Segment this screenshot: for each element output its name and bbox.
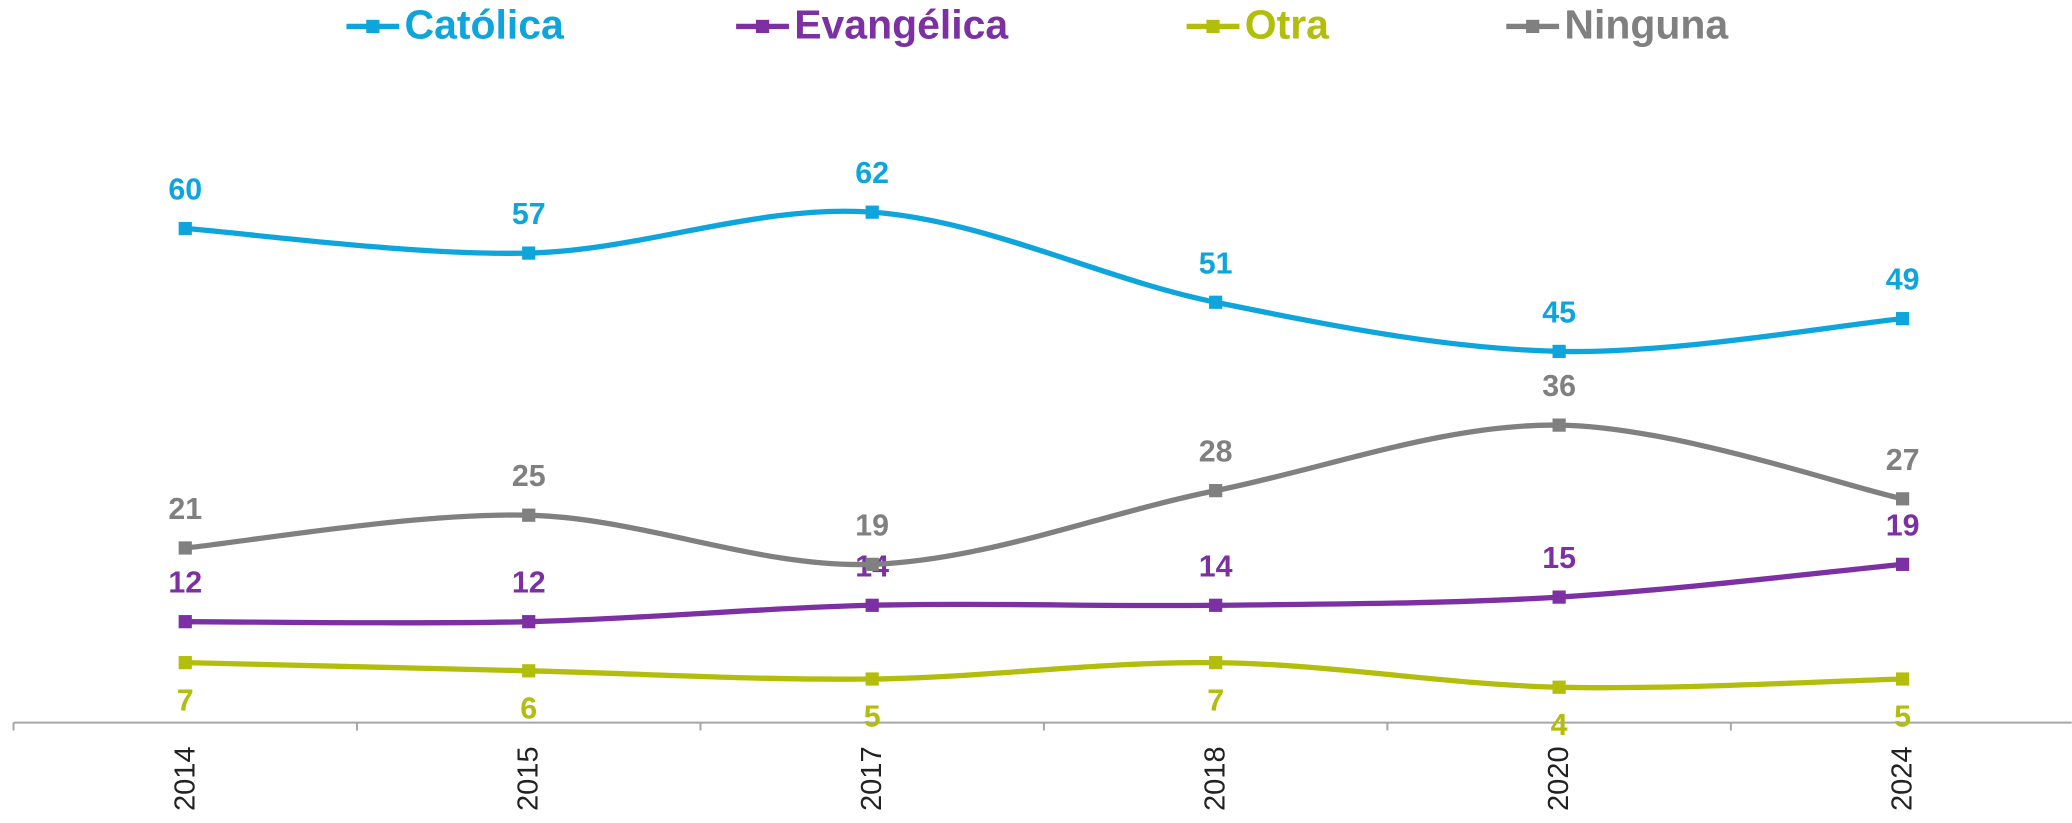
value-label: 14 — [1199, 549, 1233, 583]
legend-label: Evangélica — [794, 2, 1009, 48]
legend-marker — [1526, 19, 1540, 34]
value-label: 6 — [520, 691, 537, 725]
value-label: 28 — [1199, 435, 1233, 469]
point-marker — [522, 508, 536, 522]
point-marker — [1552, 344, 1566, 358]
value-label: 60 — [168, 173, 202, 207]
point-marker — [1895, 557, 1910, 571]
value-label: 27 — [1886, 443, 1920, 477]
point-marker — [522, 664, 536, 678]
point-marker — [178, 221, 192, 236]
value-label: 51 — [1199, 246, 1233, 280]
point-marker — [865, 672, 879, 686]
value-label: 5 — [1894, 700, 1911, 734]
value-label: 19 — [1886, 508, 1920, 542]
x-tick-label: 2015 — [513, 746, 545, 811]
value-label: 36 — [1542, 369, 1576, 403]
legend-marker — [366, 19, 380, 34]
series-line — [185, 659, 1903, 691]
value-label: 62 — [855, 156, 889, 190]
x-tick-label: 2024 — [1887, 746, 1919, 811]
legend-marker — [1206, 19, 1220, 34]
point-marker — [1552, 418, 1566, 432]
point-marker — [1552, 680, 1566, 694]
point-marker — [1209, 484, 1223, 498]
value-label: 7 — [177, 683, 194, 717]
x-tick-label: 2020 — [1543, 746, 1575, 811]
value-label: 15 — [1542, 541, 1576, 575]
value-label: 25 — [512, 459, 546, 493]
point-marker — [178, 615, 192, 629]
series-line — [185, 208, 1903, 355]
point-marker — [865, 598, 879, 612]
point-marker — [1895, 312, 1910, 326]
value-label: 4 — [1551, 708, 1568, 742]
value-label: 45 — [1542, 295, 1576, 329]
x-tick-label: 2018 — [1200, 746, 1232, 811]
point-marker — [1895, 492, 1910, 506]
value-label: 7 — [1207, 683, 1224, 717]
point-marker — [1552, 590, 1566, 604]
series-line — [185, 422, 1904, 568]
x-tick-label: 2017 — [856, 746, 888, 811]
legend-marker — [755, 19, 770, 34]
value-label: 12 — [168, 566, 202, 600]
point-marker — [522, 615, 536, 629]
value-label: 19 — [855, 508, 889, 542]
point-marker — [865, 205, 879, 219]
value-label: 12 — [512, 566, 546, 600]
point-marker — [1895, 672, 1910, 686]
value-label: 5 — [864, 700, 881, 734]
value-label: 21 — [168, 492, 202, 526]
point-marker — [178, 541, 192, 555]
point-marker — [865, 557, 879, 571]
point-marker — [178, 656, 192, 670]
legend-label: Otra — [1245, 2, 1330, 48]
point-marker — [1209, 295, 1223, 309]
series-line — [185, 561, 1903, 626]
value-label: 57 — [512, 197, 546, 231]
point-marker — [1209, 656, 1223, 670]
value-label: 49 — [1886, 263, 1920, 297]
point-marker — [1209, 598, 1223, 612]
x-tick-label: 2014 — [169, 746, 201, 811]
legend-label: Católica — [405, 2, 565, 48]
legend-label: Ninguna — [1564, 2, 1729, 48]
point-marker — [522, 246, 536, 260]
